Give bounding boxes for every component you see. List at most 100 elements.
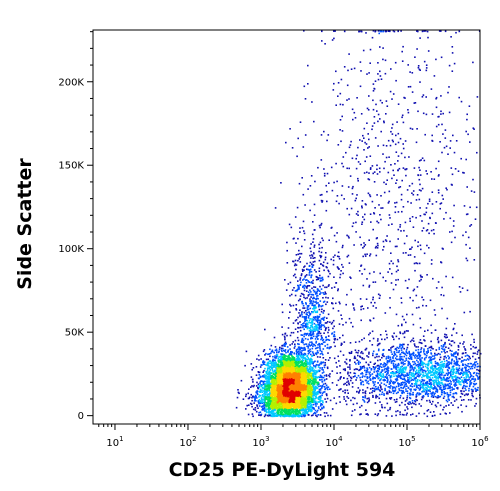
event-point — [305, 404, 307, 407]
event-point — [310, 407, 313, 409]
event-point — [302, 399, 304, 402]
event-point — [278, 371, 280, 374]
event-point — [271, 379, 274, 382]
event-point — [271, 364, 273, 366]
event-point — [260, 397, 263, 400]
event-point — [257, 354, 260, 357]
event-point — [288, 360, 290, 363]
event-point — [278, 348, 281, 351]
event-point — [292, 410, 295, 412]
event-point — [319, 374, 322, 377]
event-point — [245, 350, 248, 353]
event-point — [291, 408, 294, 410]
event-point — [258, 373, 261, 376]
event-point — [255, 391, 258, 394]
event-point — [290, 397, 293, 400]
event-point — [303, 410, 306, 412]
event-point — [279, 346, 281, 349]
event-point — [285, 397, 287, 400]
event-point — [302, 405, 305, 407]
event-point — [257, 387, 259, 390]
event-point — [273, 415, 276, 418]
event-point — [261, 364, 263, 366]
event-point — [259, 401, 261, 403]
event-point — [295, 348, 298, 351]
event-point — [260, 406, 263, 408]
event-point — [282, 365, 284, 367]
event-point — [302, 349, 305, 351]
event-point — [290, 387, 292, 389]
event-point — [286, 388, 289, 390]
event-point — [267, 378, 269, 380]
event-point — [289, 364, 291, 366]
event-point — [282, 393, 285, 395]
event-point — [299, 354, 302, 357]
event-point — [259, 375, 262, 378]
event-point — [257, 400, 260, 402]
event-point — [274, 389, 277, 391]
event-point — [282, 358, 285, 360]
event-point — [256, 381, 258, 384]
event-point — [292, 363, 294, 365]
event-point — [290, 391, 292, 393]
event-point — [258, 377, 260, 380]
event-point — [276, 375, 279, 378]
event-point — [270, 377, 272, 379]
event-point — [305, 381, 308, 384]
event-point — [274, 381, 276, 384]
event-point — [297, 389, 299, 392]
event-point — [317, 398, 320, 401]
event-point — [321, 392, 324, 395]
event-point — [312, 351, 314, 353]
event-point — [275, 364, 278, 366]
event-point — [276, 370, 278, 372]
event-point — [277, 371, 279, 374]
event-point — [313, 390, 316, 393]
event-point — [270, 352, 272, 355]
event-point — [274, 377, 277, 380]
event-point — [304, 413, 306, 416]
event-point — [295, 377, 297, 379]
event-point — [314, 402, 317, 404]
event-point — [282, 366, 284, 369]
event-point — [289, 365, 291, 368]
event-point — [268, 410, 270, 413]
event-point — [271, 362, 274, 364]
event-point — [259, 400, 262, 402]
event-point — [266, 373, 269, 375]
event-point — [303, 402, 305, 404]
event-point — [267, 415, 270, 417]
event-point — [279, 408, 281, 410]
event-point — [319, 376, 321, 379]
event-point — [268, 383, 270, 385]
event-point — [265, 397, 268, 400]
event-point — [278, 380, 281, 383]
event-point — [269, 401, 272, 403]
event-point — [268, 360, 271, 362]
event-point — [251, 368, 253, 371]
event-point — [298, 389, 300, 391]
event-point — [314, 380, 317, 383]
event-point — [283, 345, 286, 347]
event-point — [280, 406, 282, 408]
event-point — [266, 402, 268, 405]
event-point — [296, 374, 299, 377]
event-point — [289, 359, 291, 362]
event-point — [266, 377, 269, 379]
event-point — [285, 415, 288, 417]
event-point — [275, 403, 277, 406]
event-point — [277, 370, 280, 372]
event-point — [280, 414, 283, 416]
event-point — [307, 402, 309, 405]
event-point — [298, 382, 301, 385]
event-point — [279, 369, 281, 372]
event-point — [311, 410, 313, 412]
event-point — [266, 369, 269, 372]
event-point — [274, 402, 276, 404]
event-point — [297, 413, 299, 416]
event-point — [308, 351, 311, 354]
event-point — [266, 367, 269, 369]
event-point — [303, 363, 306, 365]
event-point — [283, 381, 285, 383]
event-point — [308, 386, 310, 388]
